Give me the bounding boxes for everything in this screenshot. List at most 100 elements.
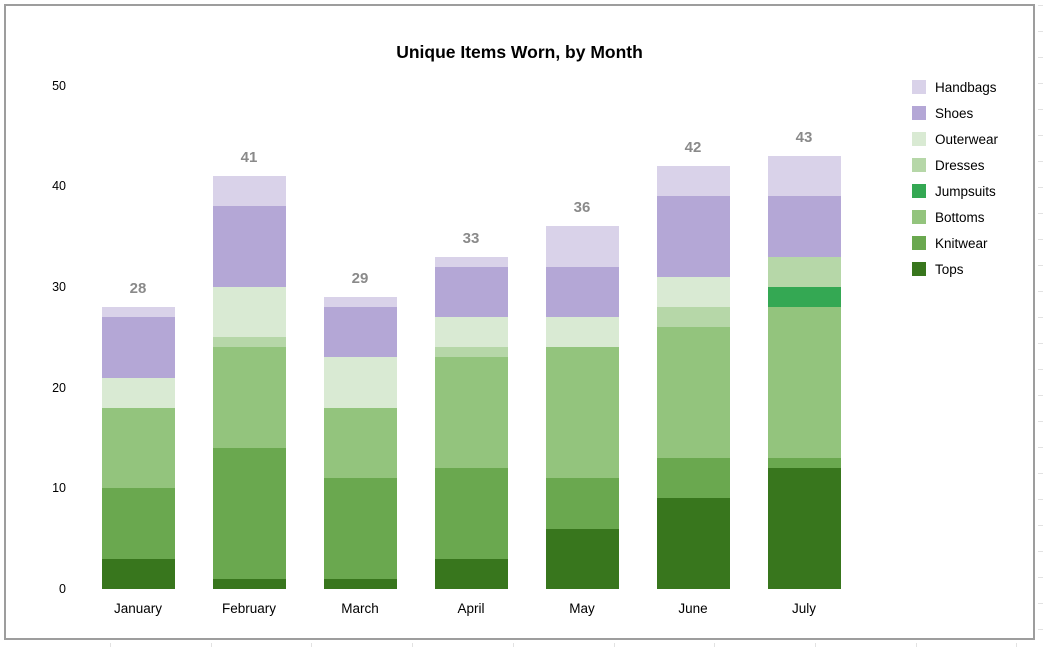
legend-label: Tops [935, 261, 964, 277]
bar-segment-knitwear-january[interactable] [101, 488, 175, 559]
bar-segment-outerwear-april[interactable] [434, 317, 508, 348]
bar-segment-handbags-march[interactable] [323, 296, 397, 308]
bar-segment-shoes-january[interactable] [101, 317, 175, 378]
bar-segment-outerwear-june[interactable] [656, 276, 730, 308]
gridline [1038, 395, 1043, 396]
legend-item-dresses[interactable]: Dresses [912, 157, 985, 173]
x-axis-category-label: June [678, 601, 708, 616]
legend-item-handbags[interactable]: Handbags [912, 79, 997, 95]
legend-swatch-shoes [912, 106, 926, 120]
bar-segment-shoes-june[interactable] [656, 196, 730, 277]
bar-segment-handbags-february[interactable] [212, 176, 286, 207]
gridline [1038, 369, 1043, 370]
legend-swatch-dresses [912, 158, 926, 172]
bar-segment-bottoms-april[interactable] [434, 357, 508, 469]
legend-item-outerwear[interactable]: Outerwear [912, 131, 998, 147]
gridline [1038, 343, 1043, 344]
chart-frame[interactable]: Unique Items Worn, by Month 0 10 20 30 40 50 2… [4, 4, 1035, 640]
bar-segment-tops-may[interactable] [545, 528, 619, 589]
bar-segment-handbags-april[interactable] [434, 256, 508, 267]
gridline [1038, 629, 1043, 630]
bar-segment-outerwear-january[interactable] [101, 377, 175, 408]
gridline [1038, 551, 1043, 552]
y-axis-tick-label: 50 [52, 78, 66, 93]
y-axis-tick-label: 0 [59, 582, 66, 596]
bar-segment-bottoms-january[interactable] [101, 407, 175, 489]
bar-segment-outerwear-february[interactable] [212, 286, 286, 338]
bar-segment-knitwear-may[interactable] [545, 478, 619, 529]
gridline [1038, 109, 1043, 110]
legend-label: Knitwear [935, 235, 988, 251]
bar-segment-tops-february[interactable] [212, 578, 286, 589]
bar-segment-knitwear-july[interactable] [767, 458, 841, 469]
bar-segment-shoes-february[interactable] [212, 206, 286, 287]
legend-item-tops[interactable]: Tops [912, 261, 964, 277]
bar-segment-tops-march[interactable] [323, 578, 397, 589]
gridline [916, 643, 917, 647]
bar-segment-bottoms-june[interactable] [656, 327, 730, 459]
legend-item-knitwear[interactable]: Knitwear [912, 235, 988, 251]
legend-swatch-handbags [912, 80, 926, 94]
gridline [1038, 135, 1043, 136]
bar-segment-knitwear-march[interactable] [323, 478, 397, 579]
bar-segment-tops-july[interactable] [767, 468, 841, 589]
bar-segment-bottoms-march[interactable] [323, 407, 397, 479]
bar-segment-handbags-may[interactable] [545, 226, 619, 267]
gridline [1038, 421, 1043, 422]
gridline [1038, 5, 1043, 6]
legend-item-shoes[interactable]: Shoes [912, 105, 973, 121]
gridline [211, 643, 212, 647]
legend-label: Handbags [935, 79, 997, 95]
x-axis-category-label: July [791, 601, 816, 616]
legend-label: Bottoms [935, 209, 985, 225]
bar-segment-tops-january[interactable] [101, 558, 175, 589]
bar-segment-knitwear-april[interactable] [434, 468, 508, 559]
bar-segment-dresses-june[interactable] [656, 307, 730, 328]
gridline [1038, 577, 1043, 578]
gridline [311, 643, 312, 647]
gridline [1038, 83, 1043, 84]
bar-segment-bottoms-february[interactable] [212, 347, 286, 448]
bar-total-label: 42 [684, 139, 702, 157]
bar-total-label: 29 [351, 269, 369, 287]
gridline [412, 643, 413, 647]
legend-item-jumpsuits[interactable]: Jumpsuits [912, 183, 996, 199]
legend-swatch-jumpsuits [912, 184, 926, 198]
bar-segment-dresses-february[interactable] [212, 337, 286, 348]
legend-item-bottoms[interactable]: Bottoms [912, 209, 985, 225]
gridline [714, 643, 715, 647]
bar-segment-shoes-july[interactable] [767, 196, 841, 257]
bar-segment-dresses-april[interactable] [434, 347, 508, 358]
bar-segment-bottoms-may[interactable] [545, 347, 619, 479]
gridline [1038, 31, 1043, 32]
bar-segment-knitwear-june[interactable] [656, 458, 730, 499]
bar-segment-handbags-july[interactable] [767, 155, 841, 197]
bar-segment-handbags-january[interactable] [101, 307, 175, 318]
gridline [1038, 291, 1043, 292]
gridline [513, 643, 514, 647]
bar-segment-handbags-june[interactable] [656, 166, 730, 197]
bar-segment-jumpsuits-july[interactable] [767, 286, 841, 308]
gridline [1038, 603, 1043, 604]
gridline [1038, 265, 1043, 266]
bar-segment-outerwear-may[interactable] [545, 317, 619, 348]
bar-segment-knitwear-february[interactable] [212, 448, 286, 579]
gridline [1038, 525, 1043, 526]
bar-segment-outerwear-march[interactable] [323, 357, 397, 408]
gridline [1038, 57, 1043, 58]
bar-segment-shoes-march[interactable] [323, 307, 397, 358]
bar-segment-tops-june[interactable] [656, 498, 730, 589]
bar-segment-shoes-may[interactable] [545, 266, 619, 318]
gridline [1038, 473, 1043, 474]
legend-label: Jumpsuits [935, 183, 996, 199]
gridline [1038, 499, 1043, 500]
x-axis-category-label: January [113, 601, 163, 616]
bar-segment-dresses-july[interactable] [767, 256, 841, 287]
bar-total-label: 28 [129, 280, 147, 298]
bar-segment-bottoms-july[interactable] [767, 307, 841, 459]
bar-total-label: 36 [573, 199, 591, 217]
bar-segment-shoes-april[interactable] [434, 266, 508, 318]
bar-segment-tops-april[interactable] [434, 558, 508, 589]
legend-label: Outerwear [935, 131, 999, 147]
